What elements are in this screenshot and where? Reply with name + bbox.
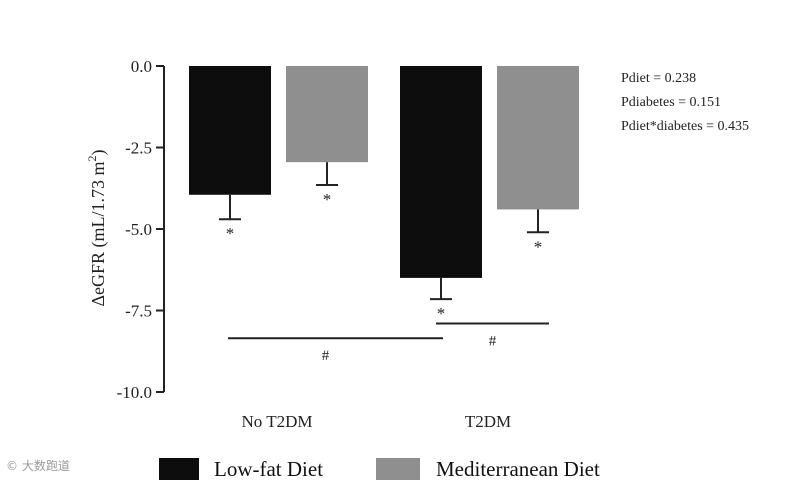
comparison-brackets: ## [228,322,549,364]
legend-swatch-low-fat [159,458,199,480]
y-tick-label-1: -2.5 [125,139,152,158]
significance-stars: * * * * [226,190,543,323]
y-tick-label-0: 0.0 [131,57,152,76]
significance-star-1-0: * [323,190,332,209]
stat-pdiet-diabetes: Pdiet*diabetes = 0.435 [621,119,749,134]
legend: Low-fat Diet Mediterranean Diet [159,457,600,481]
error-bars [219,162,549,301]
significance-star-1-1: * [534,237,543,256]
stat-pdiabetes: Pdiabetes = 0.151 [621,95,721,110]
stat-pdiet: Pdiet = 0.238 [621,71,696,86]
bracket-label-1: # [489,334,497,350]
y-axis-title-superscript: 2 [85,155,99,161]
bar-0-1 [400,66,482,278]
legend-label-mediterranean: Mediterranean Diet [436,457,600,481]
category-label-t2dm: T2DM [465,412,511,431]
significance-star-0-1: * [437,304,446,323]
bar-1-0 [286,66,368,163]
y-axis-title: ΔeGFR (mL/1.73 m2) [85,149,109,306]
legend-swatch-mediterranean [376,458,420,480]
watermark: © 大数跑道 [6,459,70,473]
y-tick-label-2: -5.0 [125,220,152,239]
y-tick-label-3: -7.5 [125,302,152,321]
category-label-no-t2dm: No T2DM [242,412,313,431]
bar-0-0 [189,66,271,195]
bar-1-1 [497,66,579,210]
y-tick-label-4: -10.0 [117,383,152,402]
significance-star-0-0: * [226,224,235,243]
bracket-label-0: # [322,348,330,364]
legend-label-low-fat: Low-fat Diet [214,457,323,481]
bars [189,66,579,278]
y-axis-ticks: 0.0 -2.5 -5.0 -7.5 -10.0 [117,57,164,402]
